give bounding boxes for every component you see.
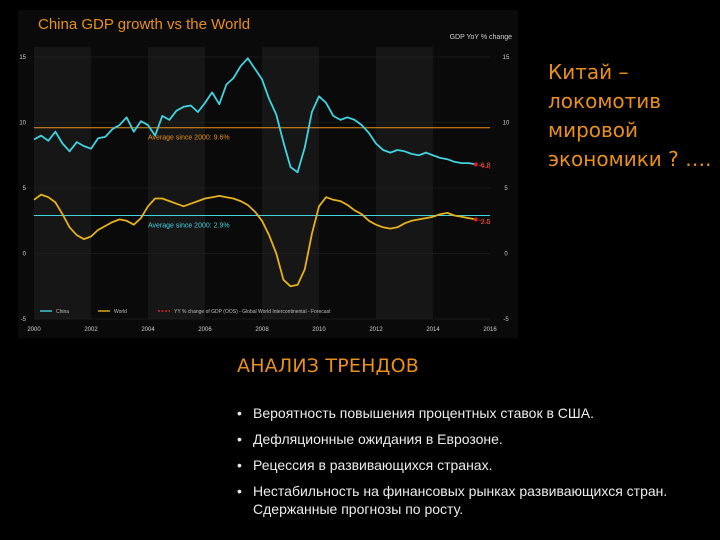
bullet-item: Рецессия в развивающихся странах. (237, 456, 717, 474)
forecast-label: 6.8 (481, 162, 491, 169)
legend-item: China (56, 309, 69, 315)
x-tick-label: 2004 (141, 327, 155, 333)
x-tick-label: 2008 (255, 327, 269, 333)
y-tick-label-right: 0 (504, 252, 508, 258)
tick-labels: -5 -5 0 0 5 5 10 10 15 15 2000 2002 2004 2006 2008 2010… (19, 55, 510, 333)
average-annotation: Average since 2000: 2.9% (148, 223, 230, 230)
bullet-item: Нестабильность на финансовых рынках разв… (237, 482, 717, 518)
grid-band (262, 47, 319, 319)
legend-item: YY % change of GDP (OOS) - Global World … (174, 309, 331, 315)
series-line-world (33, 193, 476, 288)
y-tick-label-right: 5 (504, 186, 508, 192)
bullet-list: Вероятность повышения процентных ставок … (237, 404, 717, 526)
side-caption-line: локомотив (548, 89, 662, 113)
bullet-item: Дефляционные ожидания в Еврозоне. (237, 430, 717, 448)
x-tick-label: 2002 (84, 327, 98, 333)
legend-item: World (114, 309, 127, 315)
chart-subtitle: GDP YoY % change (449, 34, 512, 41)
y-tick-label-right: -5 (503, 317, 509, 323)
y-tick-label-right: 15 (503, 55, 510, 61)
average-annotation: Average since 2000: 9.6% (148, 135, 230, 142)
grid-band (34, 47, 91, 319)
gdp-chart: -5 -5 0 0 5 5 10 10 15 15 2000 2002 2004 2006 2008 2010… (19, 47, 510, 333)
y-tick-label-right: 10 (503, 121, 510, 127)
y-tick-label-left: 10 (19, 121, 26, 127)
series-lines (33, 57, 476, 288)
side-caption-line: мировой (548, 118, 639, 142)
side-caption-line: Китай – (548, 60, 629, 84)
side-caption-line: экономики ? …. (548, 147, 712, 171)
chart-title: China GDP growth vs the World (38, 16, 251, 33)
x-tick-label: 2006 (198, 327, 212, 333)
x-tick-label: 2014 (426, 327, 440, 333)
forecast-point (473, 162, 478, 167)
section-title: АНАЛИЗ ТРЕНДОВ (237, 355, 419, 377)
legend: China World YY % change of GDP (OOS) - Glo… (40, 309, 331, 315)
grid-band (148, 47, 205, 319)
y-tick-label-left: 5 (23, 186, 27, 192)
chart-panel: -5 -5 0 0 5 5 10 10 15 15 2000 2002 2004 2006 2008 2010… (18, 10, 518, 338)
forecast-markers: 6.8 2.5 (473, 162, 491, 226)
average-lines: Average since 2000: 9.6% Average since 20… (34, 127, 490, 230)
x-tick-label: 2000 (27, 327, 41, 333)
side-caption: Китай – локомотив мировой экономики ? …. (548, 58, 718, 174)
forecast-line (475, 218, 491, 224)
series-line-china (33, 57, 476, 174)
x-tick-label: 2016 (483, 327, 497, 333)
forecast-line (475, 163, 491, 169)
grid-band (376, 47, 433, 319)
y-tick-label-left: -5 (21, 317, 27, 323)
forecast-label: 2.5 (481, 219, 491, 226)
bullet-item: Вероятность повышения процентных ставок … (237, 404, 717, 422)
x-tick-label: 2012 (369, 327, 383, 333)
grid (34, 47, 490, 320)
forecast-point (473, 217, 478, 222)
y-tick-label-left: 0 (23, 252, 27, 258)
x-tick-label: 2010 (312, 327, 326, 333)
y-tick-label-left: 15 (19, 55, 26, 61)
